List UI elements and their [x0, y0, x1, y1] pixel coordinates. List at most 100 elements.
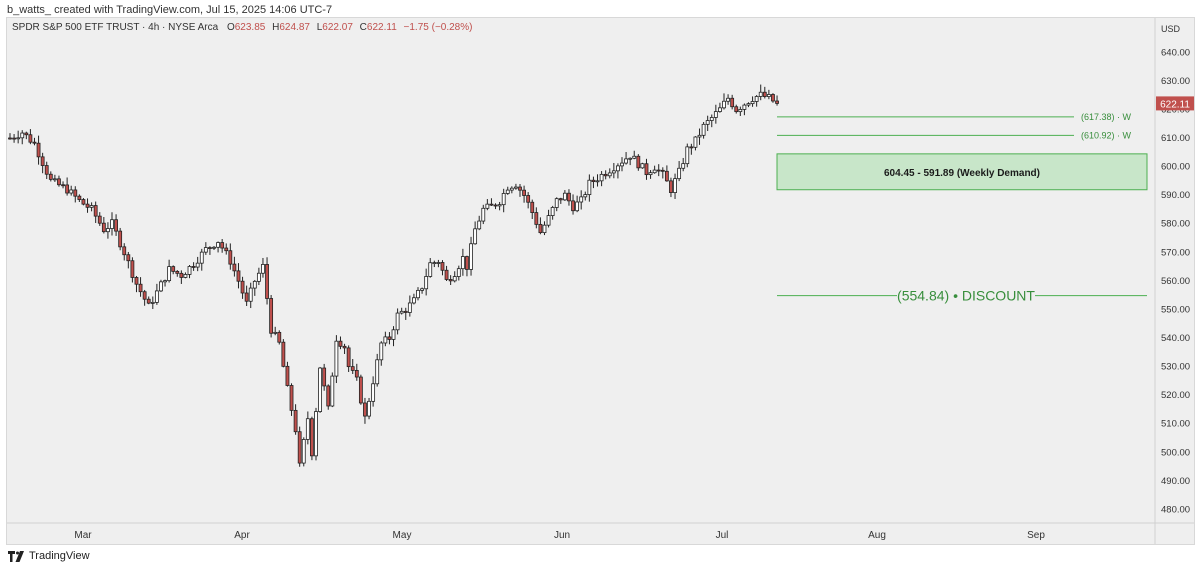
candle[interactable] — [138, 277, 143, 297]
candle[interactable] — [591, 176, 596, 189]
candle[interactable] — [89, 202, 94, 212]
candle[interactable] — [52, 174, 57, 182]
candle[interactable] — [367, 397, 371, 420]
candle[interactable] — [554, 197, 559, 212]
candle[interactable] — [32, 137, 37, 146]
candle[interactable] — [709, 114, 714, 128]
candle[interactable] — [522, 185, 526, 203]
candle[interactable] — [297, 426, 302, 467]
candle[interactable] — [16, 130, 21, 144]
candle[interactable] — [293, 404, 298, 435]
candle[interactable] — [248, 282, 253, 309]
candle[interactable] — [652, 165, 657, 174]
candle[interactable] — [354, 363, 359, 381]
candle[interactable] — [771, 93, 775, 103]
candle[interactable] — [497, 201, 502, 211]
candle[interactable] — [322, 363, 327, 391]
candle[interactable] — [371, 376, 376, 407]
candle[interactable] — [546, 209, 551, 228]
candle[interactable] — [624, 152, 628, 165]
candle[interactable] — [130, 257, 135, 283]
candle[interactable] — [159, 279, 163, 293]
candle[interactable] — [240, 276, 245, 299]
candle[interactable] — [403, 307, 408, 320]
candle[interactable] — [301, 437, 306, 467]
candle[interactable] — [518, 183, 522, 197]
candle[interactable] — [493, 203, 498, 210]
candle[interactable] — [228, 243, 233, 270]
weekly-demand-zone[interactable] — [776, 153, 1148, 191]
candle[interactable] — [603, 170, 608, 180]
candle[interactable] — [69, 185, 74, 196]
candle[interactable] — [746, 102, 751, 108]
candle[interactable] — [550, 205, 555, 220]
candle[interactable] — [326, 384, 331, 410]
candle[interactable] — [134, 275, 139, 293]
candle[interactable] — [48, 171, 53, 182]
candle[interactable] — [142, 289, 147, 306]
candle[interactable] — [505, 186, 510, 195]
candle[interactable] — [318, 366, 322, 413]
candle[interactable] — [766, 89, 771, 100]
candle[interactable] — [509, 186, 514, 194]
candle[interactable] — [607, 168, 612, 179]
candle[interactable] — [146, 296, 151, 305]
candle[interactable] — [8, 133, 12, 140]
candle[interactable] — [183, 272, 188, 279]
candle[interactable] — [640, 162, 645, 169]
candle[interactable] — [660, 167, 665, 179]
candle[interactable] — [648, 170, 653, 179]
candle[interactable] — [444, 265, 449, 281]
candle[interactable] — [611, 162, 616, 179]
candle[interactable] — [705, 115, 710, 132]
candle[interactable] — [742, 103, 747, 116]
candle[interactable] — [587, 174, 592, 202]
candle[interactable] — [224, 243, 229, 255]
candle[interactable] — [383, 331, 388, 347]
candle[interactable] — [387, 332, 392, 345]
candle[interactable] — [20, 130, 25, 145]
candle[interactable] — [754, 95, 759, 107]
candle[interactable] — [722, 93, 726, 110]
candle[interactable] — [713, 104, 718, 124]
candle[interactable] — [558, 197, 563, 204]
candle[interactable] — [358, 374, 363, 405]
candle[interactable] — [252, 279, 257, 296]
candle[interactable] — [575, 195, 580, 213]
candle[interactable] — [167, 259, 172, 283]
candle[interactable] — [620, 157, 624, 172]
candle[interactable] — [379, 341, 384, 366]
chart-area[interactable]: 604.45 - 591.89 (Weekly Demand) (617.38)… — [6, 17, 1195, 545]
candle[interactable] — [726, 94, 730, 105]
candle[interactable] — [571, 194, 575, 215]
candle[interactable] — [424, 268, 429, 296]
candle[interactable] — [664, 165, 669, 182]
candle[interactable] — [432, 260, 437, 268]
candle[interactable] — [310, 416, 314, 461]
candle[interactable] — [412, 293, 416, 305]
candle[interactable] — [407, 295, 412, 317]
candle[interactable] — [762, 86, 767, 99]
candle[interactable] — [730, 94, 735, 110]
candle[interactable] — [363, 397, 367, 424]
candle[interactable] — [677, 161, 682, 182]
candle[interactable] — [346, 345, 351, 372]
candle[interactable] — [656, 164, 661, 177]
candle[interactable] — [101, 217, 106, 234]
candle[interactable] — [681, 157, 686, 172]
candle[interactable] — [738, 106, 743, 116]
candle[interactable] — [750, 96, 755, 107]
candle[interactable] — [305, 411, 310, 445]
candle[interactable] — [583, 191, 588, 201]
candle[interactable] — [24, 131, 29, 140]
candle[interactable] — [530, 199, 535, 220]
candle[interactable] — [208, 246, 212, 255]
candle[interactable] — [28, 129, 33, 145]
candle[interactable] — [154, 283, 159, 305]
candle[interactable] — [644, 158, 649, 180]
candle[interactable] — [448, 275, 453, 285]
candle[interactable] — [126, 251, 131, 269]
candle[interactable] — [179, 270, 184, 284]
candle[interactable] — [342, 343, 347, 354]
candle[interactable] — [232, 256, 237, 277]
